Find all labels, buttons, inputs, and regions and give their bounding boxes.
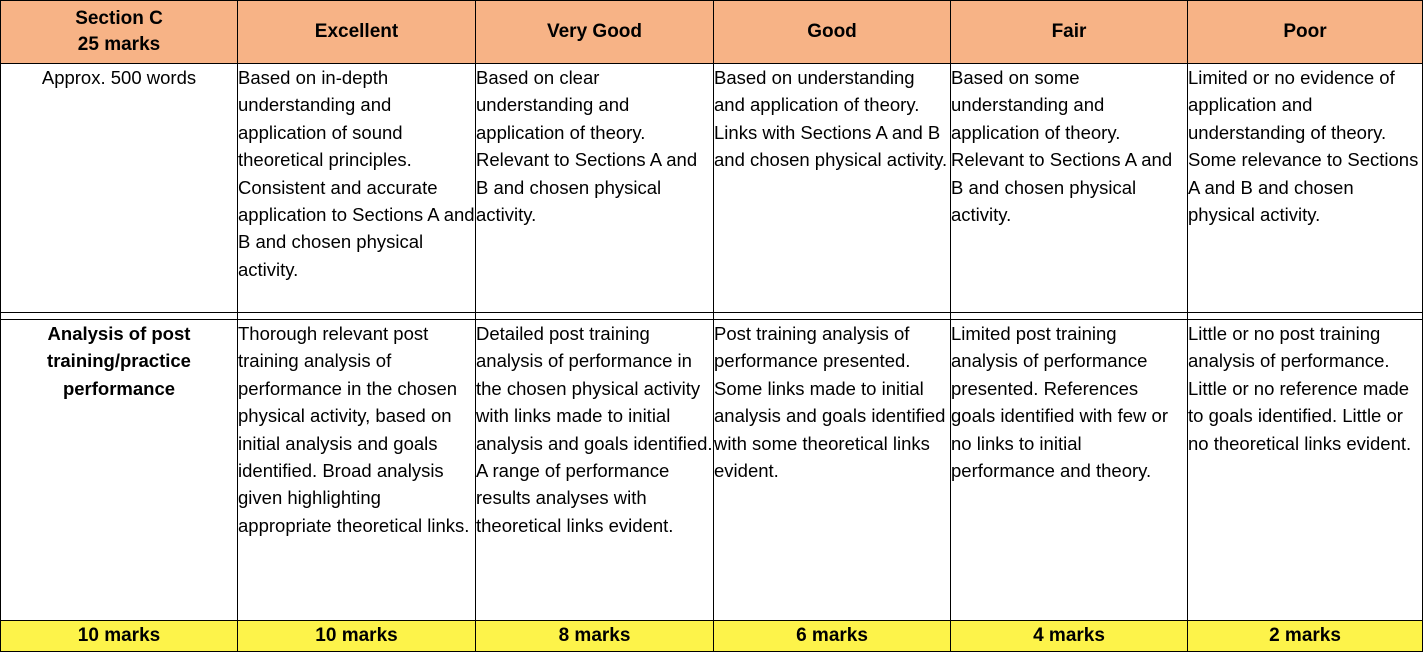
cell-words-very-good: Based on clear understanding and applica… bbox=[475, 63, 714, 313]
header-section-marks: 25 marks bbox=[77, 34, 161, 55]
table-row-analysis: Analysis of post training/practice perfo… bbox=[0, 319, 1423, 621]
header-excellent: Excellent bbox=[237, 0, 476, 64]
cell-words-good: Based on understanding and application o… bbox=[713, 63, 951, 313]
row-label-word-count: Approx. 500 words bbox=[0, 63, 238, 313]
cell-words-excellent: Based on in-depth understanding and appl… bbox=[237, 63, 476, 313]
spacer-cell bbox=[950, 312, 1188, 320]
marks-fair: 4 marks bbox=[950, 620, 1188, 652]
header-section-title: Section C bbox=[75, 8, 163, 29]
cell-analysis-excellent: Thorough relevant post training analysis… bbox=[237, 319, 476, 621]
cell-analysis-very-good: Detailed post training analysis of perfo… bbox=[475, 319, 714, 621]
marks-very-good: 8 marks bbox=[475, 620, 714, 652]
spacer-cell bbox=[713, 312, 951, 320]
marks-total: 10 marks bbox=[0, 620, 238, 652]
spacer-cell bbox=[0, 312, 238, 320]
cell-analysis-fair: Limited post training analysis of perfor… bbox=[950, 319, 1188, 621]
header-good: Good bbox=[713, 0, 951, 64]
header-section: Section C 25 marks bbox=[0, 0, 238, 64]
spacer-row bbox=[0, 312, 1423, 320]
marks-row: 10 marks 10 marks 8 marks 6 marks 4 mark… bbox=[0, 620, 1423, 652]
marks-excellent: 10 marks bbox=[237, 620, 476, 652]
header-poor: Poor bbox=[1187, 0, 1423, 64]
cell-analysis-good: Post training analysis of performance pr… bbox=[713, 319, 951, 621]
spacer-cell bbox=[1187, 312, 1423, 320]
spacer-cell bbox=[237, 312, 476, 320]
header-row: Section C 25 marks Excellent Very Good G… bbox=[0, 0, 1423, 64]
spacer-cell bbox=[475, 312, 714, 320]
cell-words-poor: Limited or no evidence of application an… bbox=[1187, 63, 1423, 313]
marks-poor: 2 marks bbox=[1187, 620, 1423, 652]
table-row-word-count: Approx. 500 words Based on in-depth unde… bbox=[0, 63, 1423, 313]
header-fair: Fair bbox=[950, 0, 1188, 64]
cell-words-fair: Based on some understanding and applicat… bbox=[950, 63, 1188, 313]
cell-analysis-poor: Little or no post training analysis of p… bbox=[1187, 319, 1423, 621]
row-label-analysis: Analysis of post training/practice perfo… bbox=[0, 319, 238, 621]
header-very-good: Very Good bbox=[475, 0, 714, 64]
marks-good: 6 marks bbox=[713, 620, 951, 652]
